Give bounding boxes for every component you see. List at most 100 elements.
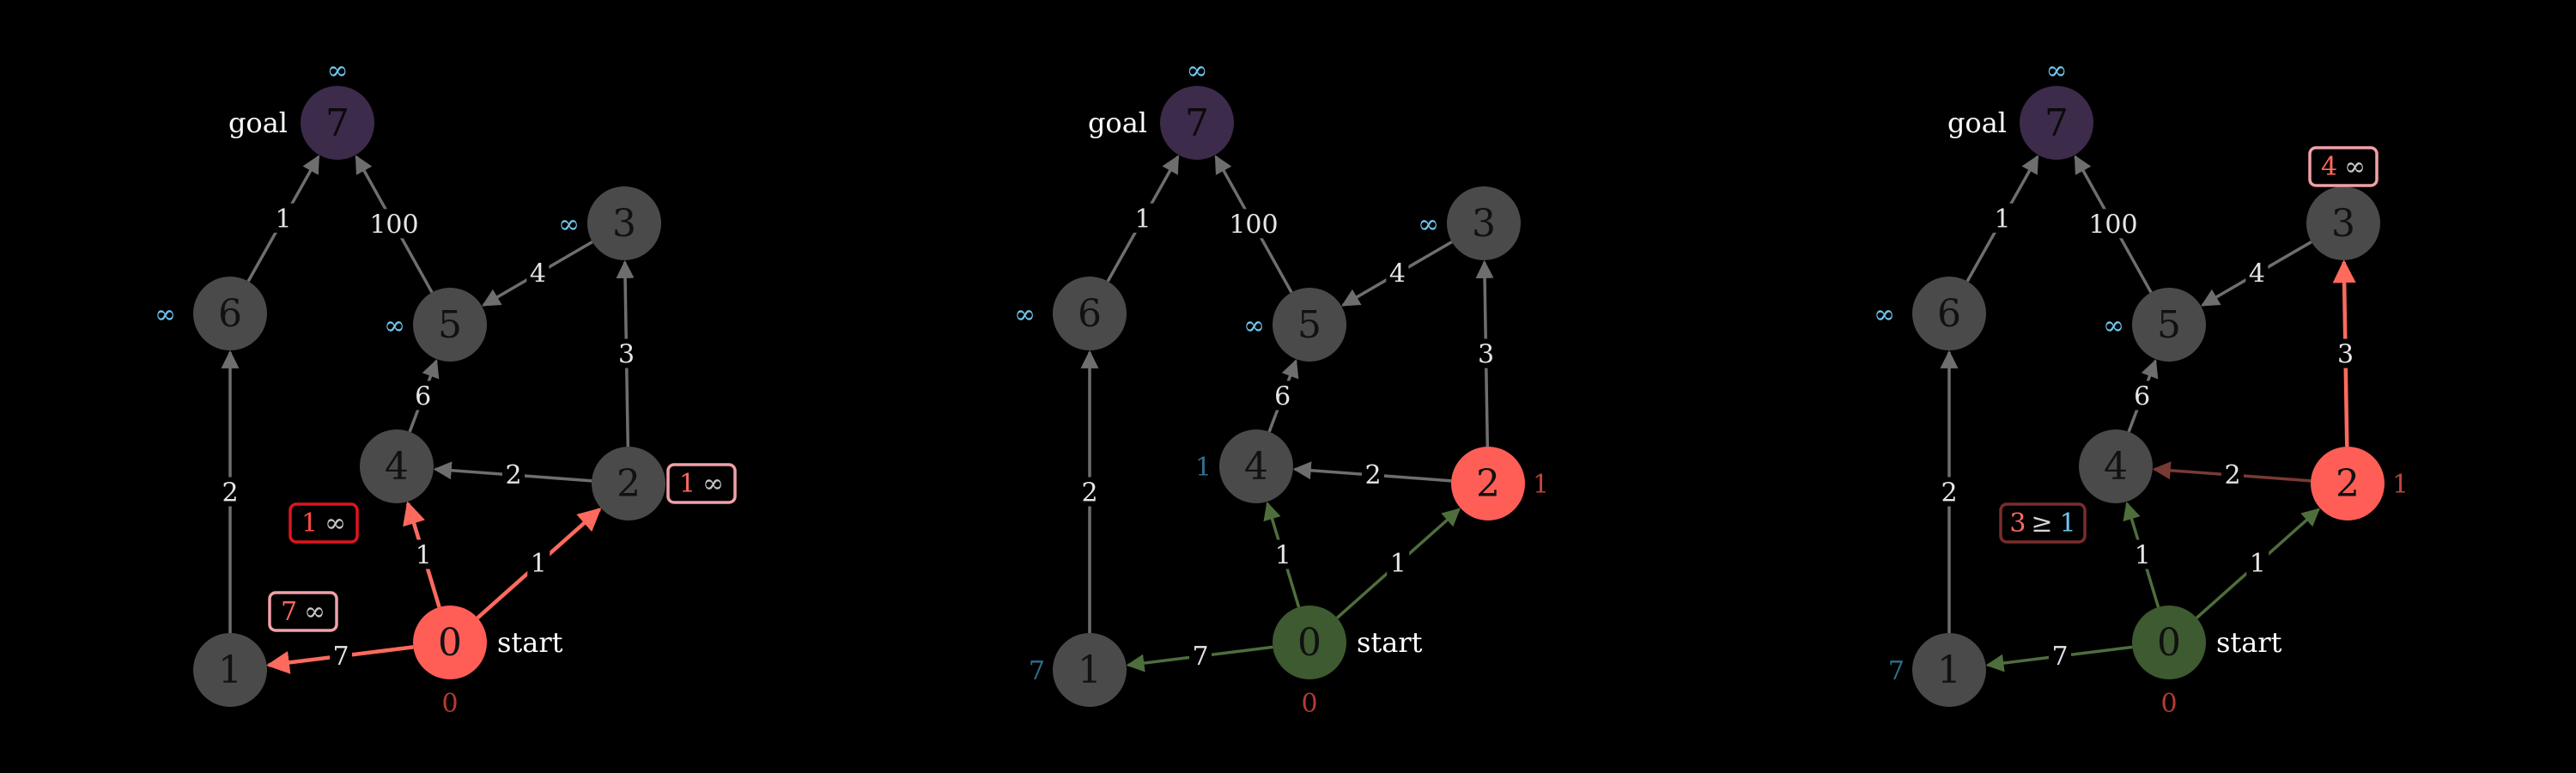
- goal-label: goal: [228, 107, 288, 139]
- node-6: [1053, 277, 1127, 350]
- node-label: 2: [617, 462, 641, 506]
- new-distance: 1: [301, 508, 318, 539]
- relaxation-box: 1 ∞: [289, 502, 359, 544]
- distance-label: 1: [2392, 470, 2409, 500]
- distance-label: 7: [1029, 656, 1045, 686]
- new-distance: 1: [679, 469, 696, 499]
- distance-label: ∞: [558, 210, 580, 240]
- edge-weight-label: 100: [369, 210, 418, 240]
- start-label: start: [1357, 626, 1423, 659]
- start-label: start: [497, 626, 563, 659]
- node-1: [193, 633, 267, 707]
- relaxation-box: 4 ∞: [2308, 146, 2379, 187]
- distance-label: 0: [2160, 689, 2177, 719]
- edge-weight-label: 2: [1364, 460, 1381, 490]
- edge-weight-label: 3: [618, 339, 635, 369]
- node-label: 0: [2157, 621, 2181, 665]
- node-label: 3: [612, 202, 636, 246]
- edge-weight-label: 1: [275, 204, 291, 234]
- edge-weight-label: 100: [2088, 210, 2137, 240]
- new-distance: 7: [281, 597, 297, 627]
- edge-weight-label: 1: [531, 549, 547, 579]
- relaxation-box: 3 ≥1: [1999, 502, 2087, 544]
- edge-weight-label: 7: [332, 642, 349, 672]
- node-label: 3: [1472, 202, 1496, 246]
- edge-weight-label: 7: [1192, 642, 1208, 672]
- svg-text:1∞: 1 ∞: [301, 508, 346, 539]
- edge-weight-label: 1: [1134, 204, 1151, 234]
- node-7: [1160, 86, 1234, 160]
- distance-label: ∞: [1418, 210, 1439, 240]
- old-distance: ∞: [325, 508, 346, 539]
- node-7: [2020, 86, 2093, 160]
- distance-label: ∞: [1874, 300, 1895, 330]
- node-7: [301, 86, 374, 160]
- old-distance: ∞: [2344, 152, 2366, 182]
- node-5: [1273, 288, 1346, 362]
- old-distance: ∞: [304, 597, 325, 627]
- comparison-op: ≥: [2031, 508, 2052, 539]
- node-label: 5: [438, 303, 462, 347]
- old-distance: 1: [2060, 508, 2076, 539]
- svg-text:3≥1: 3 ≥1: [2009, 508, 2075, 539]
- edge-weight-label: 2: [2224, 460, 2240, 490]
- node-label: 1: [218, 648, 242, 692]
- edge-weight-label: 1: [1994, 204, 2010, 234]
- node-label: 5: [2157, 303, 2181, 347]
- node-3: [1447, 186, 1521, 260]
- edge-weight-label: 4: [2249, 259, 2265, 289]
- node-3: [587, 186, 661, 260]
- svg-text:4∞: 4 ∞: [2321, 152, 2366, 182]
- distance-label: 1: [1533, 470, 1549, 500]
- distance-label: 0: [441, 689, 458, 719]
- edge-weight-label: 1: [2250, 549, 2266, 579]
- distance-label: 7: [1888, 656, 1905, 686]
- node-label: 1: [1937, 648, 1961, 692]
- node-6: [193, 277, 267, 350]
- node-label: 4: [385, 445, 409, 489]
- new-distance: 3: [2009, 508, 2026, 539]
- edge-weight-label: 4: [1389, 259, 1406, 289]
- distance-label: ∞: [2103, 311, 2124, 341]
- node-label: 6: [218, 292, 242, 336]
- node-2: [1451, 447, 1525, 520]
- node-1: [1053, 633, 1127, 707]
- node-label: 6: [1078, 292, 1102, 336]
- edge-weight-label: 1: [2135, 540, 2151, 570]
- node-label: 1: [1078, 648, 1102, 692]
- node-label: 0: [1297, 621, 1321, 665]
- distance-label: ∞: [1014, 300, 1036, 330]
- node-4: [360, 429, 434, 503]
- edge-weight-label: 3: [1478, 339, 1494, 369]
- edge-weight-label: 3: [2337, 339, 2354, 369]
- distance-label: ∞: [1243, 311, 1265, 341]
- new-distance: 4: [2321, 152, 2337, 182]
- node-0: [1273, 606, 1346, 679]
- svg-text:1∞: 1 ∞: [679, 469, 724, 499]
- distance-label: 1: [1195, 453, 1212, 483]
- edge-weight-label: 6: [2134, 381, 2150, 411]
- node-label: 7: [325, 101, 349, 145]
- edge-weight-label: 6: [415, 381, 431, 411]
- node-5: [2132, 288, 2206, 362]
- start-label: start: [2216, 626, 2282, 659]
- node-label: 6: [1937, 292, 1961, 336]
- node-2: [592, 447, 665, 520]
- distance-label: ∞: [1187, 56, 1208, 86]
- edge-weight-label: 6: [1274, 381, 1291, 411]
- node-label: 3: [2331, 202, 2355, 246]
- distance-label: 0: [1301, 689, 1317, 719]
- node-label: 2: [1476, 462, 1500, 506]
- node-2: [2311, 447, 2385, 520]
- distance-label: ∞: [327, 56, 349, 86]
- edge-weight-label: 2: [222, 478, 238, 508]
- node-label: 2: [2336, 462, 2360, 506]
- node-label: 5: [1297, 303, 1321, 347]
- old-distance: ∞: [702, 469, 724, 499]
- svg-text:7∞: 7 ∞: [281, 597, 325, 627]
- edge-weight-label: 1: [1390, 549, 1406, 579]
- relaxation-box: 1 ∞: [666, 463, 737, 504]
- distance-label: ∞: [155, 300, 176, 330]
